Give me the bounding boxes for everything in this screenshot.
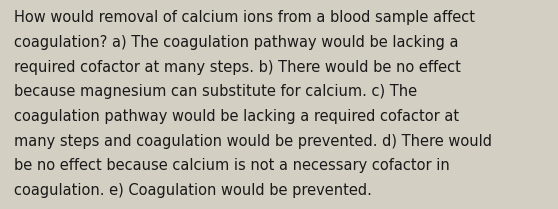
- Text: required cofactor at many steps. b) There would be no effect: required cofactor at many steps. b) Ther…: [14, 60, 461, 75]
- Text: coagulation. e) Coagulation would be prevented.: coagulation. e) Coagulation would be pre…: [14, 183, 372, 198]
- Text: because magnesium can substitute for calcium. c) The: because magnesium can substitute for cal…: [14, 84, 417, 99]
- Text: How would removal of calcium ions from a blood sample affect: How would removal of calcium ions from a…: [14, 10, 475, 25]
- Text: many steps and coagulation would be prevented. d) There would: many steps and coagulation would be prev…: [14, 134, 492, 149]
- Text: coagulation? a) The coagulation pathway would be lacking a: coagulation? a) The coagulation pathway …: [14, 35, 459, 50]
- Text: be no effect because calcium is not a necessary cofactor in: be no effect because calcium is not a ne…: [14, 158, 450, 173]
- Text: coagulation pathway would be lacking a required cofactor at: coagulation pathway would be lacking a r…: [14, 109, 459, 124]
